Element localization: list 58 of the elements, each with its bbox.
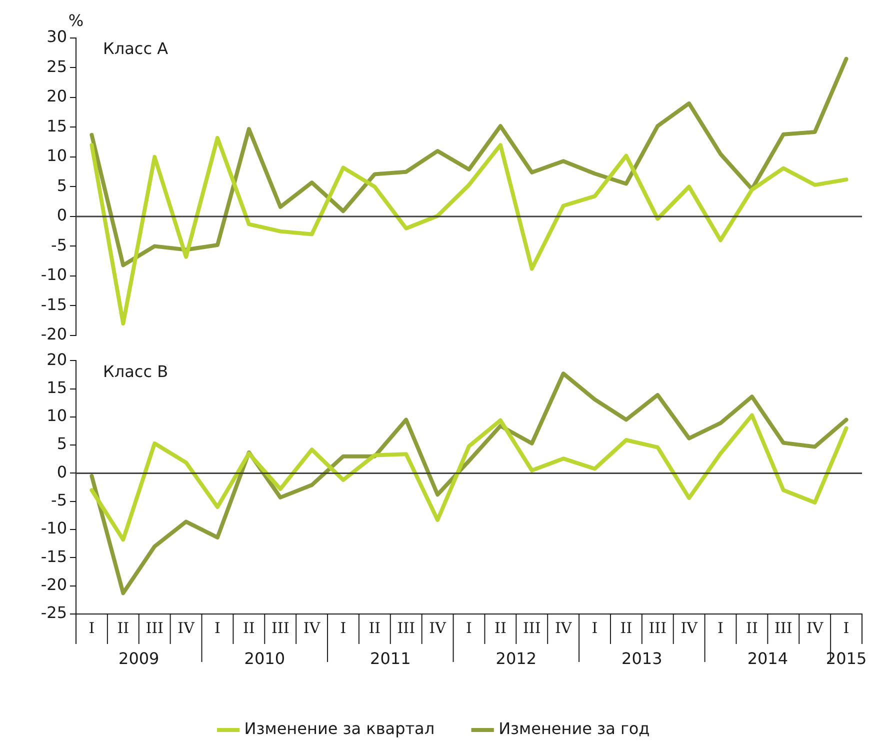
x-tick-label: IV (680, 618, 699, 637)
x-tick-label: III (648, 618, 667, 637)
y-tick-label: 5 (56, 434, 67, 454)
text: 2009 (118, 649, 160, 668)
x-tick-label: I (843, 618, 850, 637)
x-tick-label: III (146, 618, 164, 637)
x-tick-label: III (397, 618, 416, 637)
chart-title: Класс В (103, 362, 168, 381)
x-tick-label: II (368, 618, 381, 637)
x-tick-label: IV (806, 618, 824, 637)
x-tick-label: II (494, 618, 506, 637)
y-tick-label: -10 (40, 265, 67, 284)
y-tick-label: 20 (46, 350, 67, 369)
x-tick-label: I (214, 618, 221, 637)
x-tick-label: I (466, 618, 472, 637)
y-tick-label: 0 (56, 206, 67, 225)
y-tick-label: 10 (46, 146, 67, 166)
y-tick-label: 20 (46, 86, 67, 106)
y-tick-label: 0 (56, 462, 67, 482)
y-tick-label: 15 (46, 116, 67, 136)
text: 2010 (244, 649, 285, 668)
y-tick-label: -25 (40, 603, 67, 622)
text: 2011 (370, 649, 411, 668)
y-tick-label: -5 (51, 235, 67, 254)
text: 2012 (496, 649, 537, 668)
x-tick-label: IV (554, 618, 573, 637)
x-tick-label: IV (303, 618, 322, 637)
chart-title: Класс А (103, 39, 168, 58)
y-tick-label: 10 (46, 406, 67, 426)
text: 2013 (622, 649, 662, 668)
x-tick-label: I (88, 618, 95, 637)
y-tick-label: -20 (40, 575, 67, 594)
text: 2014 (747, 649, 788, 668)
x-tick-label: II (620, 618, 632, 637)
y-tick-label: 5 (56, 176, 67, 195)
x-tick-label: IV (429, 618, 448, 637)
x-tick-label: I (718, 618, 724, 637)
y-tick-label: -5 (51, 490, 67, 510)
x-tick-label: III (522, 618, 541, 637)
legend-label: Изменение за квартал (244, 719, 435, 738)
x-tick-label: I (592, 618, 598, 637)
x-tick-label: II (117, 618, 130, 637)
y-tick-label: 30 (46, 27, 67, 46)
text: 2015 (826, 649, 867, 668)
x-tick-label: I (340, 618, 346, 637)
x-tick-label: III (774, 618, 792, 637)
x-tick-label: III (271, 618, 290, 637)
y-tick-label: -15 (40, 294, 67, 314)
legend-label: Изменение за год (498, 719, 650, 738)
x-tick-label: IV (178, 618, 196, 637)
y-tick-label: -20 (40, 324, 67, 344)
y-tick-label: -10 (40, 518, 67, 538)
x-tick-label: II (746, 618, 758, 637)
y-axis-title: % (68, 11, 84, 30)
y-tick-label: 15 (46, 378, 67, 397)
y-tick-label: -15 (40, 546, 67, 566)
y-tick-label: 25 (46, 56, 67, 76)
x-tick-label: II (242, 618, 255, 637)
